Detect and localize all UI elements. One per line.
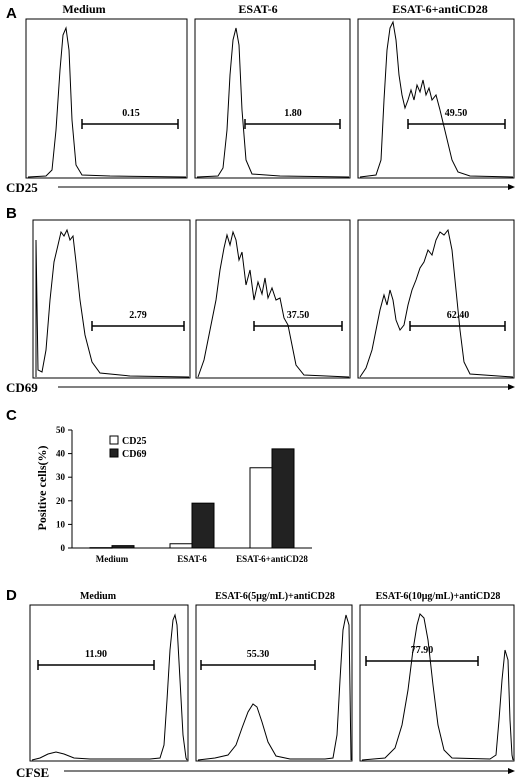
panel-b-axis-label: CD69: [6, 380, 38, 395]
y-tick-label: 20: [56, 496, 66, 506]
legend-swatch-cd25: [109, 435, 119, 445]
panel-b-letter: B: [6, 205, 17, 222]
gate-value: 2.79: [129, 310, 147, 321]
legend-label-cd69: CD69: [122, 449, 146, 460]
y-tick-label: 40: [56, 449, 66, 459]
panel-d-histogram-1: 11.90: [29, 604, 189, 762]
panel-a-histogram-3: 49.50: [357, 18, 515, 179]
legend-label-cd25: CD25: [122, 436, 146, 447]
gate-value: 49.50: [445, 108, 468, 119]
gate-value: 55.30: [247, 649, 270, 660]
y-axis-label: Positive cells(%): [35, 446, 49, 531]
panel-d-title-1: Medium: [80, 591, 117, 602]
bar-cd69-1: [111, 545, 135, 549]
panel-a-title-2: ESAT-6: [238, 2, 277, 16]
bar-cd25-1: [89, 547, 113, 549]
panel-a-axis-label: CD25: [6, 180, 38, 195]
gate-value: 1.80: [284, 108, 302, 119]
x-tick-label: ESAT-6: [177, 554, 207, 564]
panel-d-axis-arrow: [64, 768, 515, 774]
y-tick-label: 30: [56, 472, 66, 482]
gate-value: 11.90: [85, 649, 107, 660]
positive-cells-bar-chart: Positive cells(%) 0 10 20 30 40 50 Medium ESAT-…: [35, 425, 312, 564]
panel-a-letter: A: [6, 5, 17, 22]
panel-d-histogram-2: 55.30: [195, 604, 353, 762]
bar-cd69-3: [271, 448, 295, 549]
panel-d-histogram-3: 77.90: [359, 604, 515, 762]
gate-value: 37.50: [287, 310, 310, 321]
panel-a-histogram-1: 0.15: [25, 18, 188, 179]
x-tick-label: ESAT-6+antiCD28: [236, 554, 308, 564]
panel-d-title-2: ESAT-6(5μg/mL)+antiCD28: [215, 591, 335, 602]
panel-a-title-3: ESAT-6+antiCD28: [392, 2, 488, 16]
gate-value: 62.40: [447, 310, 470, 321]
bar-cd69-2: [191, 502, 215, 549]
y-tick-label: 0: [61, 543, 66, 553]
panel-a-axis-arrow: [58, 184, 515, 190]
panel-a-title-1: Medium: [62, 2, 105, 16]
panel-d-title-3: ESAT-6(10μg/mL)+antiCD28: [376, 591, 501, 602]
gate-value: 0.15: [122, 108, 140, 119]
bar-cd25-2: [169, 543, 193, 549]
panel-b-axis-arrow: [58, 384, 515, 390]
bar-cd25-3: [249, 467, 273, 549]
legend-swatch-cd69: [109, 448, 119, 458]
gate-value: 77.90: [411, 645, 434, 656]
panel-c-letter: C: [6, 407, 17, 424]
panel-b-histogram-3: 62.40: [357, 219, 515, 379]
panel-d-axis-label: CFSE: [16, 765, 49, 780]
panel-b-histogram-2: 37.50: [195, 219, 351, 379]
panel-d-letter: D: [6, 587, 17, 604]
y-tick-label: 50: [56, 425, 66, 435]
panel-a-histogram-2: 1.80: [194, 18, 351, 179]
y-tick-label: 10: [56, 519, 66, 529]
panel-b-histogram-1: 2.79: [32, 219, 191, 379]
x-tick-label: Medium: [96, 554, 129, 564]
